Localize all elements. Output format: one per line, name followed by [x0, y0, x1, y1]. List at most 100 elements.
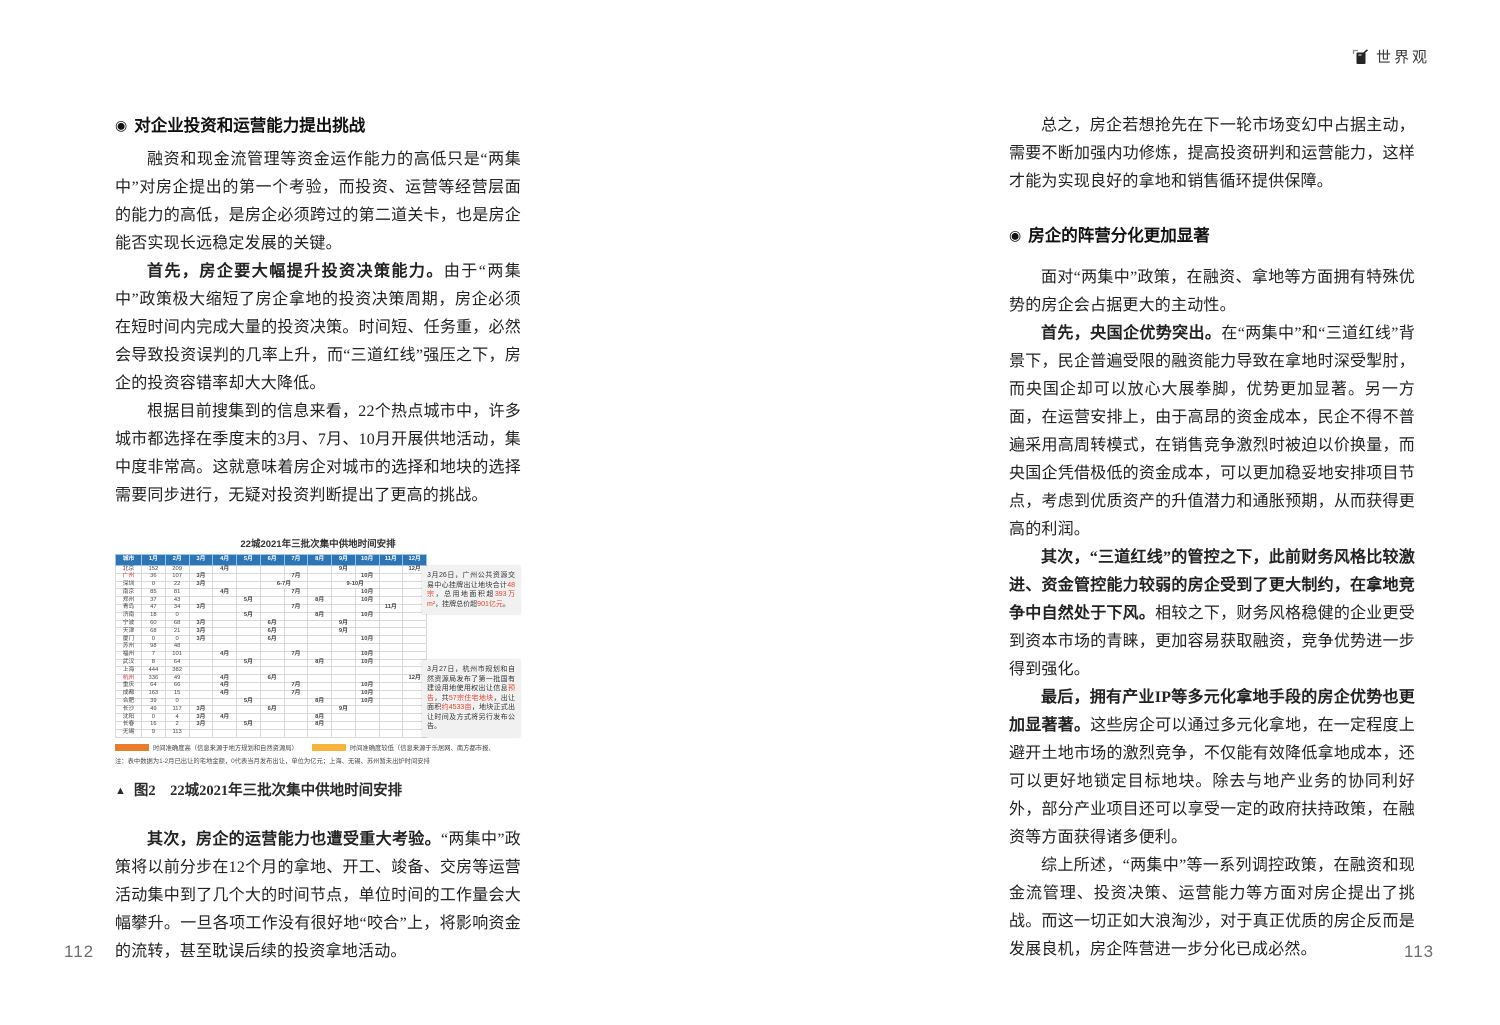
schedule-cell: 7月 [283, 572, 309, 582]
paragraph-text: 融资和现金流管理等资金运作能力的高低只是“两集中”对房企提出的第一个考验，而投资… [115, 151, 521, 252]
body-paragraph: 其次，“三道红线”的管控之下，此前财务风格比较激进、资金管控能力较弱的房企受到了… [1009, 544, 1415, 684]
schedule-cell: 4月 [212, 689, 237, 699]
empty-cell [236, 588, 261, 598]
empty-cell [307, 666, 332, 676]
empty-cell [402, 650, 427, 660]
feb-value-cell: 382 [164, 666, 190, 676]
section-bullet-icon: ◉ [1009, 229, 1022, 244]
empty-cell [283, 619, 309, 629]
empty-cell [236, 565, 261, 574]
city-row: 武汉 8 64 5月 8月 10月 [115, 658, 427, 668]
empty-cell [259, 596, 285, 605]
jan-value-cell: 336 [141, 674, 166, 683]
empty-cell [331, 596, 356, 605]
empty-cell [378, 650, 404, 660]
empty-cell [212, 611, 237, 621]
schedule-cell: 3月 [188, 619, 214, 629]
feb-value-cell: 66 [164, 681, 190, 691]
empty-cell [259, 689, 285, 699]
empty-cell [331, 713, 356, 722]
paragraph-text: “两集中”政策将以前分步在12个月的拿地、开工、竣备、交房等运营活动集中到了几个… [115, 830, 521, 960]
schedule-cell: 10月 [354, 596, 380, 605]
empty-cell [259, 666, 285, 676]
jan-value-cell: 85 [141, 588, 166, 598]
city-row: 郑州 37 43 5月 8月 10月 [115, 596, 427, 605]
jan-value-cell: 444 [141, 666, 166, 676]
brand: 世界观 [1352, 46, 1430, 67]
figure-title: 22城2021年三批次集中供地时间安排 [240, 539, 396, 550]
jan-value-cell: 39 [141, 697, 166, 707]
schedule-cell: 5月 [236, 720, 261, 730]
empty-cell [188, 588, 214, 598]
jan-value-cell: 16 [141, 720, 166, 730]
schedule-cell: 3月 [188, 603, 214, 613]
city-row: 成都 163 15 4月 7月 10月 [115, 689, 427, 699]
schedule-cell: 7月 [283, 588, 309, 598]
empty-cell [212, 580, 237, 590]
empty-cell [378, 611, 404, 621]
paragraph-lead-bold: 首先，房企要大幅提升投资决策能力。 [147, 263, 444, 280]
empty-cell [354, 619, 380, 629]
city-row: 上海 444 382 [115, 666, 427, 676]
empty-cell [259, 681, 285, 691]
empty-cell [378, 697, 404, 707]
city-row: 天津 68 21 3月 6月 9月 [115, 627, 427, 637]
schedule-cell: 3月 [188, 572, 214, 582]
paragraph-text: 面对“两集中”政策，在融资、拿地等方面拥有特殊优势的房企会占据更大的主动性。 [1009, 269, 1415, 314]
empty-cell [236, 728, 261, 738]
schedule-cell: 6月 [259, 705, 285, 715]
annotation-text-segment: 3月27日，杭州市规划和自然资源局发布了第一批国有建设用地使用权出让信息 [427, 666, 515, 692]
legend-swatch-low [311, 743, 346, 751]
month-header-cell: 4月 [212, 554, 237, 566]
empty-cell [354, 705, 380, 715]
empty-cell [259, 728, 285, 738]
month-header-cell: 3月 [188, 554, 214, 566]
empty-cell [212, 627, 237, 637]
empty-cell [331, 681, 356, 691]
schedule-cell: 8月 [307, 596, 332, 605]
month-header-cell: 1月 [141, 554, 166, 566]
schedule-cell: 7月 [283, 689, 309, 699]
annotation-text-segment: ，地块正式出让时间及方式将另行发布公告。 [427, 704, 516, 730]
empty-cell [188, 697, 214, 707]
city-cell: 上海 [115, 666, 142, 676]
empty-cell [212, 603, 237, 613]
empty-cell [378, 642, 404, 652]
figure-note: 注：表中数据为1-2月已出让的宅地金额，0代表当月发布出让，单位为亿元；上海、无… [115, 757, 430, 765]
empty-cell [283, 635, 309, 644]
city-row: 北京1522094月9月12月 [115, 565, 427, 574]
empty-cell [283, 720, 309, 730]
jan-value-cell: 0 [141, 713, 166, 722]
schedule-cell: 5月 [236, 697, 261, 707]
feb-value-cell: 113 [164, 728, 190, 738]
jan-value-cell: 60 [141, 619, 166, 629]
paragraph-text: 由于“两集中”政策极大缩短了房企拿地的投资决策周期，房企必须在短时间内完成大量的… [115, 263, 521, 392]
body-paragraph: 根据目前搜集到的信息来看，22个热点城市中，许多城市都选择在季度末的3月、7月、… [115, 398, 521, 510]
schedule-cell: 3月 [188, 580, 214, 590]
month-header-cell: 城市 [115, 554, 142, 566]
feb-value-cell: 64 [164, 658, 190, 668]
empty-cell [259, 650, 285, 660]
right-page-column: 总之，房企若想抢先在下一轮市场变幻中占据主动，需要不断加强内功修炼，提高投资研判… [1009, 112, 1415, 964]
empty-cell [378, 705, 404, 715]
jan-value-cell: 0 [141, 635, 166, 644]
schedule-cell: 10月 [354, 572, 380, 582]
empty-cell [236, 642, 261, 652]
jan-value-cell: 9 [141, 728, 166, 738]
month-header-cell: 8月 [307, 554, 332, 566]
schedule-cell: 7月 [283, 603, 309, 613]
schedule-cell: 8月 [307, 697, 332, 707]
annotation-callout-guangzhou: 3月26日，广州公共资源交易中心挂牌出让地块合计48宗，总用地面积超393万m²… [418, 566, 520, 614]
empty-cell [212, 572, 237, 582]
empty-cell [307, 588, 332, 598]
city-cell: 南京 [115, 588, 142, 598]
city-row: 南京 85 81 4月 7月 10月 [115, 588, 427, 598]
empty-cell [188, 666, 214, 676]
brand-label: 世界观 [1376, 50, 1431, 66]
city-row: 杭州 336 49 4月 6月 12月 [115, 674, 427, 683]
section-heading-text: 对企业投资和运营能力提出挑战 [134, 116, 366, 135]
empty-cell [354, 720, 380, 730]
section-heading-text: 房企的阵营分化更加显著 [1028, 226, 1210, 245]
city-row: 福州 7 101 4月 7月 10月 [115, 650, 427, 660]
